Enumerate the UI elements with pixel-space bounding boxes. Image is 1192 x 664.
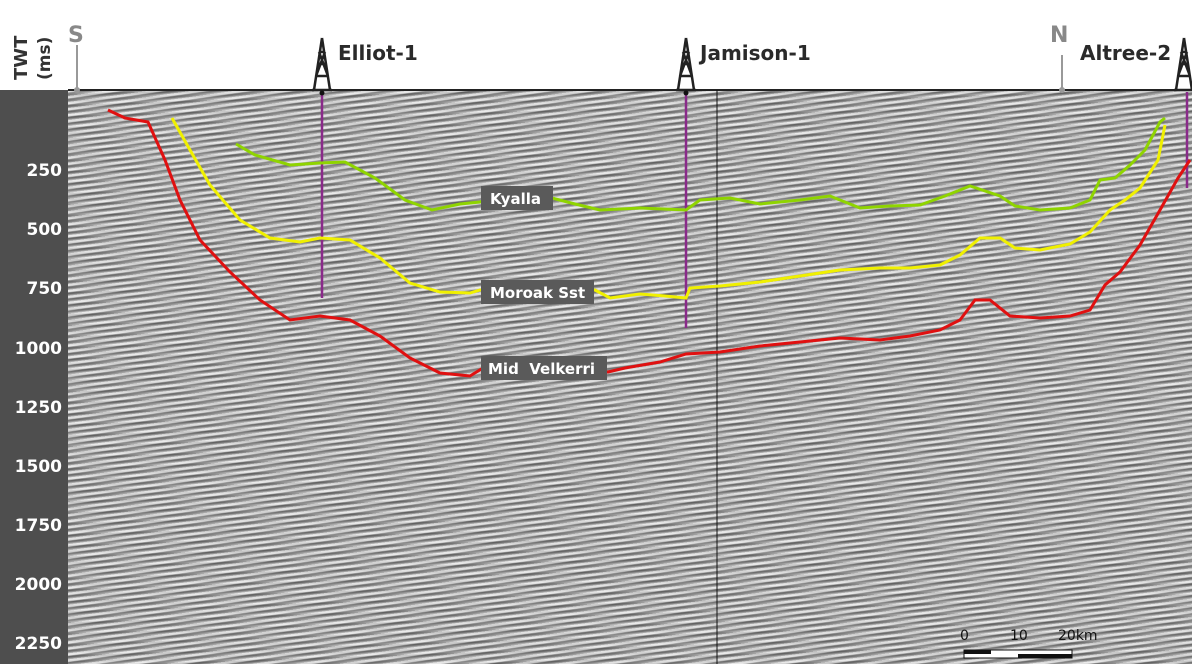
scale-label-20km: 20km bbox=[1058, 628, 1098, 644]
north-label: N bbox=[1050, 23, 1068, 48]
horizon-label-moroak: Moroak Sst bbox=[481, 280, 594, 304]
tick-label: 250 bbox=[27, 161, 63, 181]
south-label: S bbox=[68, 23, 84, 48]
derrick-icon bbox=[312, 37, 332, 92]
horizon-label-mid-velkerri: Mid Velkerri bbox=[481, 356, 607, 380]
horizon-label-mid-velkerri-text: Mid Velkerri bbox=[488, 360, 595, 378]
horizon-kyalla bbox=[235, 116, 1166, 212]
well-label-jamison: Jamison-1 bbox=[698, 41, 811, 65]
tick-label: 1750 bbox=[15, 516, 62, 536]
twt-axis bbox=[0, 90, 68, 664]
horizon-label-kyalla: Kyalla bbox=[481, 186, 553, 210]
scale-bar: 0 10 20km bbox=[960, 628, 1098, 659]
horizon-mid-velkerri bbox=[107, 108, 1192, 378]
seismic-image bbox=[68, 90, 1192, 664]
tick-label: 2000 bbox=[15, 575, 62, 595]
derrick-icon bbox=[676, 37, 696, 92]
well-label-elliot: Elliot-1 bbox=[338, 41, 418, 65]
horizon-label-kyalla-text: Kyalla bbox=[490, 190, 541, 208]
horizon-moroak bbox=[170, 117, 1167, 300]
tick-label: 2250 bbox=[15, 634, 62, 654]
tick-label: 1500 bbox=[15, 457, 62, 477]
well-top-jamison bbox=[683, 90, 689, 96]
axis-title: TWT (ms) bbox=[11, 35, 55, 80]
well-top-elliot bbox=[319, 90, 325, 96]
axis-title-text: TWT bbox=[11, 35, 32, 80]
scale-label-10: 10 bbox=[1010, 628, 1028, 644]
north-marker-dot bbox=[1059, 87, 1065, 93]
derrick-icon bbox=[1174, 37, 1192, 92]
header-band bbox=[0, 0, 1192, 90]
well-label-altree: Altree-2 bbox=[1080, 41, 1171, 65]
axis-ticks: 250 500 750 1000 1250 1500 1750 2000 225… bbox=[15, 161, 62, 654]
tick-label: 750 bbox=[27, 279, 63, 299]
scale-label-0: 0 bbox=[960, 628, 969, 644]
axis-unit-text: (ms) bbox=[35, 37, 55, 80]
horizon-label-moroak-text: Moroak Sst bbox=[490, 284, 585, 302]
tick-label: 1250 bbox=[15, 398, 62, 418]
south-marker-dot bbox=[74, 87, 80, 93]
tick-label: 500 bbox=[27, 220, 63, 240]
tick-label: 1000 bbox=[15, 339, 62, 359]
